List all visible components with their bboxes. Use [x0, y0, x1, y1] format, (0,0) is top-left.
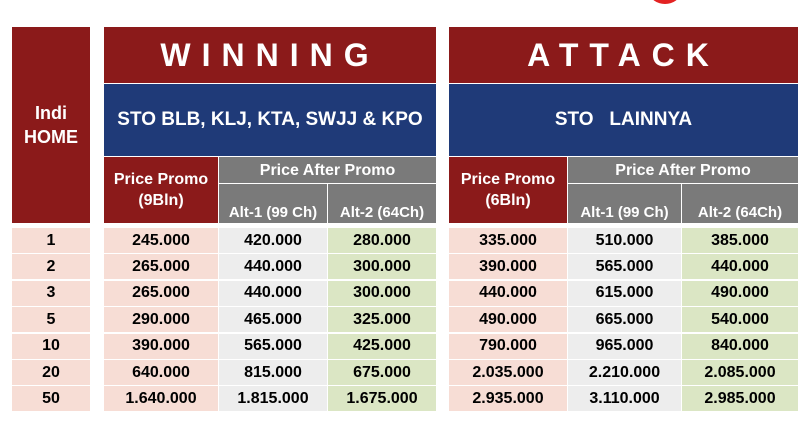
winning-alt2-cell: 675.000 — [328, 360, 436, 385]
winning-alt2-cell: 1.675.000 — [328, 386, 436, 412]
winning-alt1-cell: 1.815.000 — [219, 386, 327, 412]
attack-alt1-cell: 565.000 — [568, 254, 681, 280]
speed-cell: 1 — [12, 228, 90, 253]
winning-alt2-cell: 300.000 — [328, 254, 436, 280]
attack-alt1-cell: 510.000 — [568, 228, 681, 253]
speed-cell: 5 — [12, 307, 90, 333]
winning-promo-cell: 265.000 — [104, 280, 218, 306]
speed-cell: 3 — [12, 280, 90, 306]
winning-alt1-cell: 565.000 — [219, 333, 327, 359]
table-row: 5 290.000 465.000 325.000 490.000 665.000 540.… — [0, 307, 807, 333]
attack-after-promo-header: Price After Promo — [568, 157, 798, 183]
attack-area: STO LAINNYA — [449, 84, 798, 156]
attack-promo-cell: 2.035.000 — [449, 360, 567, 385]
winning-alt2-cell: 300.000 — [328, 280, 436, 306]
speed-cell: 50 — [12, 386, 90, 412]
winning-promo-cell: 390.000 — [104, 333, 218, 359]
attack-alt1-cell: 615.000 — [568, 280, 681, 306]
attack-alt2-cell: 490.000 — [682, 280, 798, 306]
attack-alt2-header: Alt-2 (64Ch) — [682, 184, 798, 223]
winning-alt1-header: Alt-1 (99 Ch) — [219, 184, 327, 223]
speed-cell: 2 — [12, 254, 90, 280]
winning-alt1-cell: 815.000 — [219, 360, 327, 385]
attack-alt1-cell: 665.000 — [568, 307, 681, 333]
attack-alt1-header: Alt-1 (99 Ch) — [568, 184, 681, 223]
attack-promo-cell: 335.000 — [449, 228, 567, 253]
attack-promo-cell: 2.935.000 — [449, 386, 567, 412]
winning-alt1-cell: 465.000 — [219, 307, 327, 333]
attack-alt2-cell: 385.000 — [682, 228, 798, 253]
winning-promo-cell: 245.000 — [104, 228, 218, 253]
winning-alt2-cell: 325.000 — [328, 307, 436, 333]
winning-title: WINNING — [104, 27, 436, 83]
winning-alt2-header: Alt-2 (64Ch) — [328, 184, 436, 223]
table-row: 20 640.000 815.000 675.000 2.035.000 2.210.00… — [0, 360, 807, 386]
attack-promo-cell: 490.000 — [449, 307, 567, 333]
attack-title: ATTACK — [449, 27, 798, 83]
table-row: 10 390.000 565.000 425.000 790.000 965.000 840… — [0, 333, 807, 360]
winning-after-promo-header: Price After Promo — [219, 157, 436, 183]
table-row: 2 265.000 440.000 300.000 390.000 565.000 440.… — [0, 254, 807, 280]
winning-alt1-cell: 440.000 — [219, 254, 327, 280]
winning-promo-cell: 265.000 — [104, 254, 218, 280]
attack-alt1-cell: 2.210.000 — [568, 360, 681, 385]
winning-alt1-cell: 440.000 — [219, 280, 327, 306]
attack-promo-cell: 390.000 — [449, 254, 567, 280]
attack-price-promo-header: Price Promo (6Bln) — [449, 157, 567, 223]
attack-alt2-cell: 840.000 — [682, 333, 798, 359]
winning-area: STO BLB, KLJ, KTA, SWJJ & KPO — [104, 84, 436, 156]
winning-price-promo-header: Price Promo (9Bln) — [104, 157, 218, 223]
winning-alt1-cell: 420.000 — [219, 228, 327, 253]
speed-cell: 20 — [12, 360, 90, 385]
table-row: 50 1.640.000 1.815.000 1.675.000 2.935.000 3.… — [0, 386, 807, 412]
attack-alt2-cell: 540.000 — [682, 307, 798, 333]
red-mark-decoration — [650, 0, 680, 4]
attack-alt1-cell: 3.110.000 — [568, 386, 681, 412]
winning-promo-cell: 640.000 — [104, 360, 218, 385]
attack-promo-cell: 440.000 — [449, 280, 567, 306]
indihome-header: Indi HOME — [12, 27, 90, 223]
winning-promo-cell: 1.640.000 — [104, 386, 218, 412]
attack-alt2-cell: 440.000 — [682, 254, 798, 280]
attack-alt2-cell: 2.085.000 — [682, 360, 798, 385]
attack-alt1-cell: 965.000 — [568, 333, 681, 359]
attack-alt2-cell: 2.985.000 — [682, 386, 798, 412]
attack-promo-cell: 790.000 — [449, 333, 567, 359]
speed-cell: 10 — [12, 333, 90, 359]
winning-promo-cell: 290.000 — [104, 307, 218, 333]
winning-alt2-cell: 425.000 — [328, 333, 436, 359]
table-row: 1 245.000 420.000 280.000 335.000 510.000 385.… — [0, 228, 807, 254]
table-row: 3 265.000 440.000 300.000 440.000 615.000 490.… — [0, 280, 807, 307]
winning-alt2-cell: 280.000 — [328, 228, 436, 253]
